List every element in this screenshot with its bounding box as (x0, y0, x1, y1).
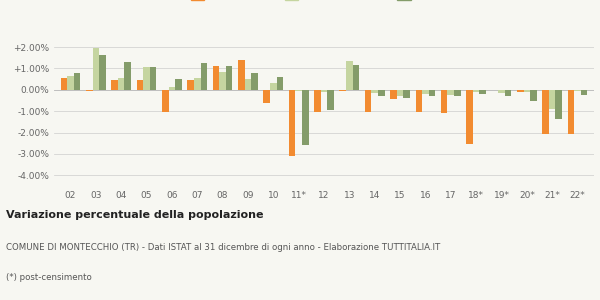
Bar (219, 72, 226, 90)
Bar (556, 90, 562, 119)
Bar (302, 90, 308, 146)
Bar (194, 78, 200, 90)
Bar (397, 90, 403, 96)
Bar (238, 60, 245, 90)
Bar (143, 68, 150, 90)
Bar (429, 90, 435, 96)
Bar (416, 90, 422, 112)
Bar (454, 90, 461, 96)
Bar (473, 90, 479, 92)
Bar (124, 62, 131, 90)
Bar (137, 80, 143, 90)
Bar (118, 78, 124, 90)
Bar (340, 90, 346, 91)
Bar (263, 90, 270, 103)
Bar (422, 90, 429, 94)
Bar (162, 90, 169, 112)
Bar (213, 66, 219, 90)
Bar (61, 78, 67, 90)
Bar (314, 90, 321, 112)
Bar (86, 90, 92, 91)
Bar (270, 83, 277, 90)
Bar (498, 90, 505, 93)
Bar (277, 77, 283, 90)
Bar (321, 90, 327, 92)
Bar (111, 80, 118, 90)
Bar (353, 65, 359, 90)
Legend: Montecchio, Provincia di TR, Umbria: Montecchio, Provincia di TR, Umbria (189, 0, 459, 4)
Bar (390, 90, 397, 100)
Bar (371, 90, 378, 93)
Bar (187, 80, 194, 90)
Text: COMUNE DI MONTECCHIO (TR) - Dati ISTAT al 31 dicembre di ogni anno - Elaborazion: COMUNE DI MONTECCHIO (TR) - Dati ISTAT a… (6, 243, 440, 252)
Bar (365, 90, 371, 112)
Bar (505, 90, 511, 96)
Bar (289, 90, 295, 156)
Bar (549, 90, 556, 109)
Bar (568, 90, 574, 134)
Bar (441, 90, 448, 113)
Bar (226, 66, 232, 90)
Bar (378, 90, 385, 96)
Bar (251, 73, 258, 90)
Bar (581, 90, 587, 95)
Text: (*) post-censimento: (*) post-censimento (6, 273, 92, 282)
Bar (479, 90, 486, 94)
Bar (295, 90, 302, 91)
Bar (517, 90, 524, 92)
Bar (448, 90, 454, 95)
Bar (574, 90, 581, 91)
Bar (466, 90, 473, 144)
Bar (175, 79, 182, 90)
Bar (245, 79, 251, 90)
Bar (150, 68, 157, 90)
Bar (524, 90, 530, 92)
Bar (67, 76, 74, 90)
Bar (403, 90, 410, 98)
Bar (99, 55, 106, 90)
Bar (92, 48, 99, 90)
Bar (327, 90, 334, 110)
Bar (169, 87, 175, 90)
Bar (542, 90, 549, 134)
Bar (346, 61, 353, 90)
Bar (74, 73, 80, 90)
Bar (200, 63, 207, 90)
Text: Variazione percentuale della popolazione: Variazione percentuale della popolazione (6, 210, 263, 220)
Bar (530, 90, 537, 101)
